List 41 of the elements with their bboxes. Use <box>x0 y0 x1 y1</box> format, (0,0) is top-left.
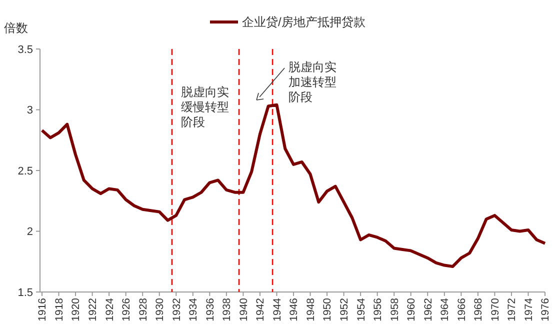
legend-label: 企业贷/房地产抵押贷款 <box>242 15 366 30</box>
x-tick-label: 1950 <box>322 298 334 322</box>
x-tick-label: 1924 <box>104 298 116 322</box>
line-series <box>40 103 546 268</box>
x-tick-label: 1946 <box>288 298 300 322</box>
x-tick-label: 1962 <box>422 298 434 322</box>
y-tick-label: 2.5 <box>18 165 33 178</box>
x-tick-label: 1954 <box>355 298 368 322</box>
x-tick-label: 1952 <box>338 298 350 322</box>
x-tick-label: 1974 <box>522 298 535 322</box>
x-tick-label: 1938 <box>221 298 234 322</box>
x-tick-label: 1972 <box>506 298 518 322</box>
x-tick-label: 1930 <box>154 298 166 322</box>
x-tick-label: 1966 <box>456 298 468 322</box>
x-tick-label: 1922 <box>86 298 99 322</box>
y-tick-label: 3.5 <box>18 44 33 56</box>
x-tick-label: 1918 <box>53 298 66 322</box>
annotation: 脱虚向实缓慢转型阶段 <box>180 85 229 129</box>
x-tick-label: 1948 <box>304 298 317 322</box>
y-tick-label: 1.5 <box>18 286 33 299</box>
x-tick-label: 1934 <box>188 298 200 322</box>
x-tick-label: 1932 <box>170 298 183 322</box>
y-tick-label: 2 <box>26 226 33 238</box>
x-tick-label: 1928 <box>137 298 150 322</box>
x-tick-label: 1964 <box>439 298 452 322</box>
x-tick-label: 1936 <box>204 298 216 322</box>
x-tick-label: 1956 <box>372 298 384 322</box>
y-axis-title: 倍数 <box>4 21 28 35</box>
x-tick-label: 1958 <box>388 298 401 322</box>
x-tick-label: 1942 <box>254 298 267 322</box>
x-tick-label: 1968 <box>472 298 485 322</box>
x-tick-label: 1960 <box>406 298 418 322</box>
x-tick-label: 1970 <box>489 298 502 322</box>
y-tick-label: 3 <box>26 104 33 117</box>
x-tick-label: 1976 <box>540 298 552 322</box>
x-tick-label: 1916 <box>36 298 49 322</box>
x-tick-label: 1926 <box>120 298 133 322</box>
x-tick-label: 1940 <box>238 298 250 322</box>
annotation: 脱虚向实加速转型阶段 <box>288 60 337 104</box>
x-tick-label: 1944 <box>271 298 284 322</box>
x-tick-label: 1920 <box>70 298 82 322</box>
